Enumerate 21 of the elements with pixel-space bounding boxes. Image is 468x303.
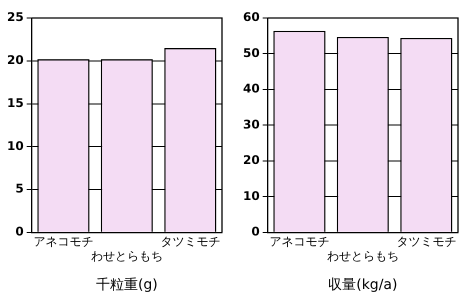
y-tick-label: 5 bbox=[15, 182, 24, 196]
y-tick-label: 25 bbox=[6, 10, 24, 24]
y-tick-label: 40 bbox=[242, 82, 260, 96]
y-tick-label: 10 bbox=[242, 188, 260, 203]
y-tick-label: 15 bbox=[6, 96, 24, 110]
x-tick-label: わせとらもち bbox=[326, 249, 399, 264]
x-tick-label: タツミモチ bbox=[160, 234, 220, 249]
x-tick-label: タツミモチ bbox=[396, 234, 456, 249]
y-tick-label: 30 bbox=[242, 117, 260, 132]
y-tick-label: 0 bbox=[251, 224, 260, 239]
y-tick-label: 50 bbox=[242, 46, 260, 60]
x-tick-label: わせとらもち bbox=[90, 249, 163, 264]
x-axis-title: 千粒重(g) bbox=[96, 277, 158, 294]
y-tick-label: 60 bbox=[242, 10, 260, 24]
y-tick-label: 20 bbox=[6, 53, 24, 68]
y-tick-label: 0 bbox=[15, 224, 24, 239]
x-tick-label: アネコモチ bbox=[33, 234, 94, 249]
y-tick-label: 10 bbox=[6, 138, 24, 153]
x-axis-title: 収量(kg/a) bbox=[328, 277, 398, 294]
y-tick-label: 20 bbox=[242, 153, 260, 168]
x-tick-label: アネコモチ bbox=[269, 234, 330, 249]
